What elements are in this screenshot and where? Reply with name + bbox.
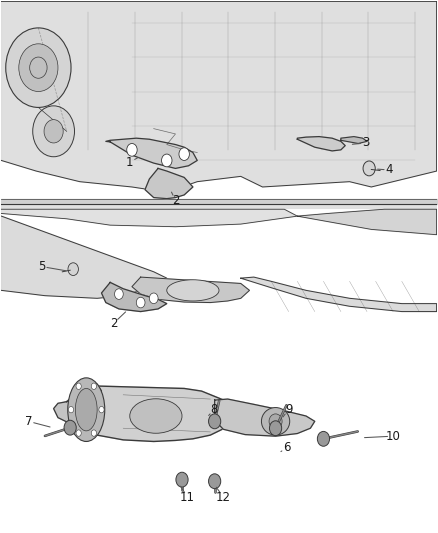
Text: 4: 4 bbox=[386, 164, 393, 176]
Circle shape bbox=[76, 383, 81, 390]
Polygon shape bbox=[297, 209, 437, 235]
Text: 1: 1 bbox=[126, 156, 134, 168]
Text: 5: 5 bbox=[38, 260, 45, 273]
Polygon shape bbox=[1, 2, 437, 192]
Circle shape bbox=[91, 383, 96, 390]
Circle shape bbox=[30, 57, 47, 78]
Text: 2: 2 bbox=[172, 193, 179, 207]
Polygon shape bbox=[1, 216, 167, 298]
Polygon shape bbox=[1, 209, 297, 227]
Ellipse shape bbox=[269, 414, 282, 429]
Circle shape bbox=[208, 474, 221, 489]
Circle shape bbox=[318, 431, 329, 446]
Circle shape bbox=[162, 154, 172, 167]
Text: 6: 6 bbox=[283, 441, 290, 454]
Polygon shape bbox=[53, 384, 102, 422]
Circle shape bbox=[44, 119, 63, 143]
Text: 3: 3 bbox=[362, 136, 370, 149]
Polygon shape bbox=[241, 277, 437, 312]
Circle shape bbox=[6, 28, 71, 108]
Polygon shape bbox=[145, 168, 193, 199]
Circle shape bbox=[68, 407, 74, 413]
Polygon shape bbox=[102, 282, 167, 312]
Ellipse shape bbox=[261, 408, 290, 435]
Text: 8: 8 bbox=[210, 403, 217, 416]
Circle shape bbox=[179, 148, 189, 160]
Circle shape bbox=[115, 289, 123, 300]
Text: 11: 11 bbox=[180, 491, 195, 504]
Ellipse shape bbox=[130, 399, 182, 433]
Polygon shape bbox=[341, 136, 367, 143]
Circle shape bbox=[176, 472, 188, 487]
Polygon shape bbox=[106, 138, 197, 168]
Circle shape bbox=[68, 263, 78, 276]
Polygon shape bbox=[297, 136, 345, 151]
Circle shape bbox=[363, 161, 375, 176]
Circle shape bbox=[19, 44, 58, 92]
Circle shape bbox=[30, 57, 47, 78]
Circle shape bbox=[136, 297, 145, 308]
Polygon shape bbox=[132, 277, 250, 303]
Circle shape bbox=[149, 293, 158, 304]
Text: 10: 10 bbox=[385, 430, 400, 443]
Circle shape bbox=[76, 430, 81, 436]
Circle shape bbox=[91, 430, 96, 436]
Polygon shape bbox=[215, 399, 315, 436]
Text: 2: 2 bbox=[110, 317, 117, 330]
Circle shape bbox=[33, 106, 74, 157]
Text: 7: 7 bbox=[25, 415, 32, 428]
Ellipse shape bbox=[167, 280, 219, 301]
Circle shape bbox=[269, 421, 282, 435]
Text: 9: 9 bbox=[285, 403, 293, 416]
Circle shape bbox=[64, 420, 76, 435]
Ellipse shape bbox=[68, 378, 105, 441]
Polygon shape bbox=[58, 386, 237, 441]
Circle shape bbox=[99, 407, 104, 413]
Circle shape bbox=[127, 143, 137, 156]
Ellipse shape bbox=[75, 389, 97, 431]
Text: 12: 12 bbox=[216, 491, 231, 504]
Circle shape bbox=[208, 414, 221, 429]
